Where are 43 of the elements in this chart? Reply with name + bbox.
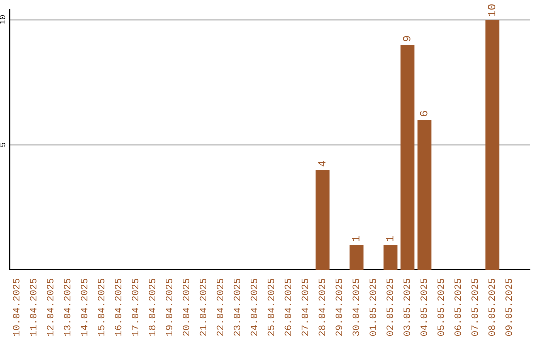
x-tick-label: 11.04.2025 [30,278,37,336]
x-tick-label: 05.05.2025 [438,278,444,336]
x-tick-label: 04.05.2025 [420,278,428,336]
x-tick-label: 21.04.2025 [200,278,207,336]
x-tick-label: 17.04.2025 [132,278,139,336]
x-tick-label: 20.04.2025 [182,278,190,336]
bar [316,170,330,270]
x-tick-label: 16.04.2025 [115,278,122,336]
bar [400,45,415,270]
x-tick-label: 07.05.2025 [472,278,478,336]
x-tick-label: 15.04.2025 [98,278,105,336]
data-label: 6 [420,111,428,116]
x-tick-label: 24.04.2025 [250,278,258,336]
data-label: 4 [318,161,326,167]
x-tick-label: 22.04.2025 [216,278,224,336]
x-tick-label: 14.04.2025 [81,278,88,336]
x-tick-label: 09.05.2025 [506,278,512,336]
x-tick-label: 12.04.2025 [47,278,54,336]
x-tick-label: 28.04.2025 [318,278,326,336]
bar [350,245,364,270]
x-tick-label: 03.05.2025 [404,278,410,336]
x-tick-label: 10.04.2025 [13,278,20,336]
x-tick-label: 08.05.2025 [488,278,496,336]
x-tick-label: 23.04.2025 [234,278,241,336]
y-tick-label: 5 [0,143,6,147]
x-tick-label: 29.04.2025 [336,278,342,336]
data-label: 1 [386,236,394,242]
data-label: 1 [352,236,360,242]
x-tick-label: 18.04.2025 [149,278,156,336]
x-tick-label: 30.04.2025 [352,278,360,336]
bar [418,120,432,270]
x-tick-label: 06.05.2025 [454,278,462,336]
x-tick-label: 01.05.2025 [370,278,376,336]
data-label: 10 [488,4,496,16]
data-label: 9 [403,36,411,42]
x-tick-label: 27.04.2025 [302,278,308,336]
x-tick-label: 19.04.2025 [166,278,173,336]
bar [486,20,500,270]
x-tick-label: 26.04.2025 [284,278,292,336]
x-tick-label: 02.05.2025 [386,278,394,336]
bar [384,245,398,270]
x-tick-label: 13.04.2025 [64,278,71,336]
x-tick-label: 25.04.2025 [268,278,274,336]
